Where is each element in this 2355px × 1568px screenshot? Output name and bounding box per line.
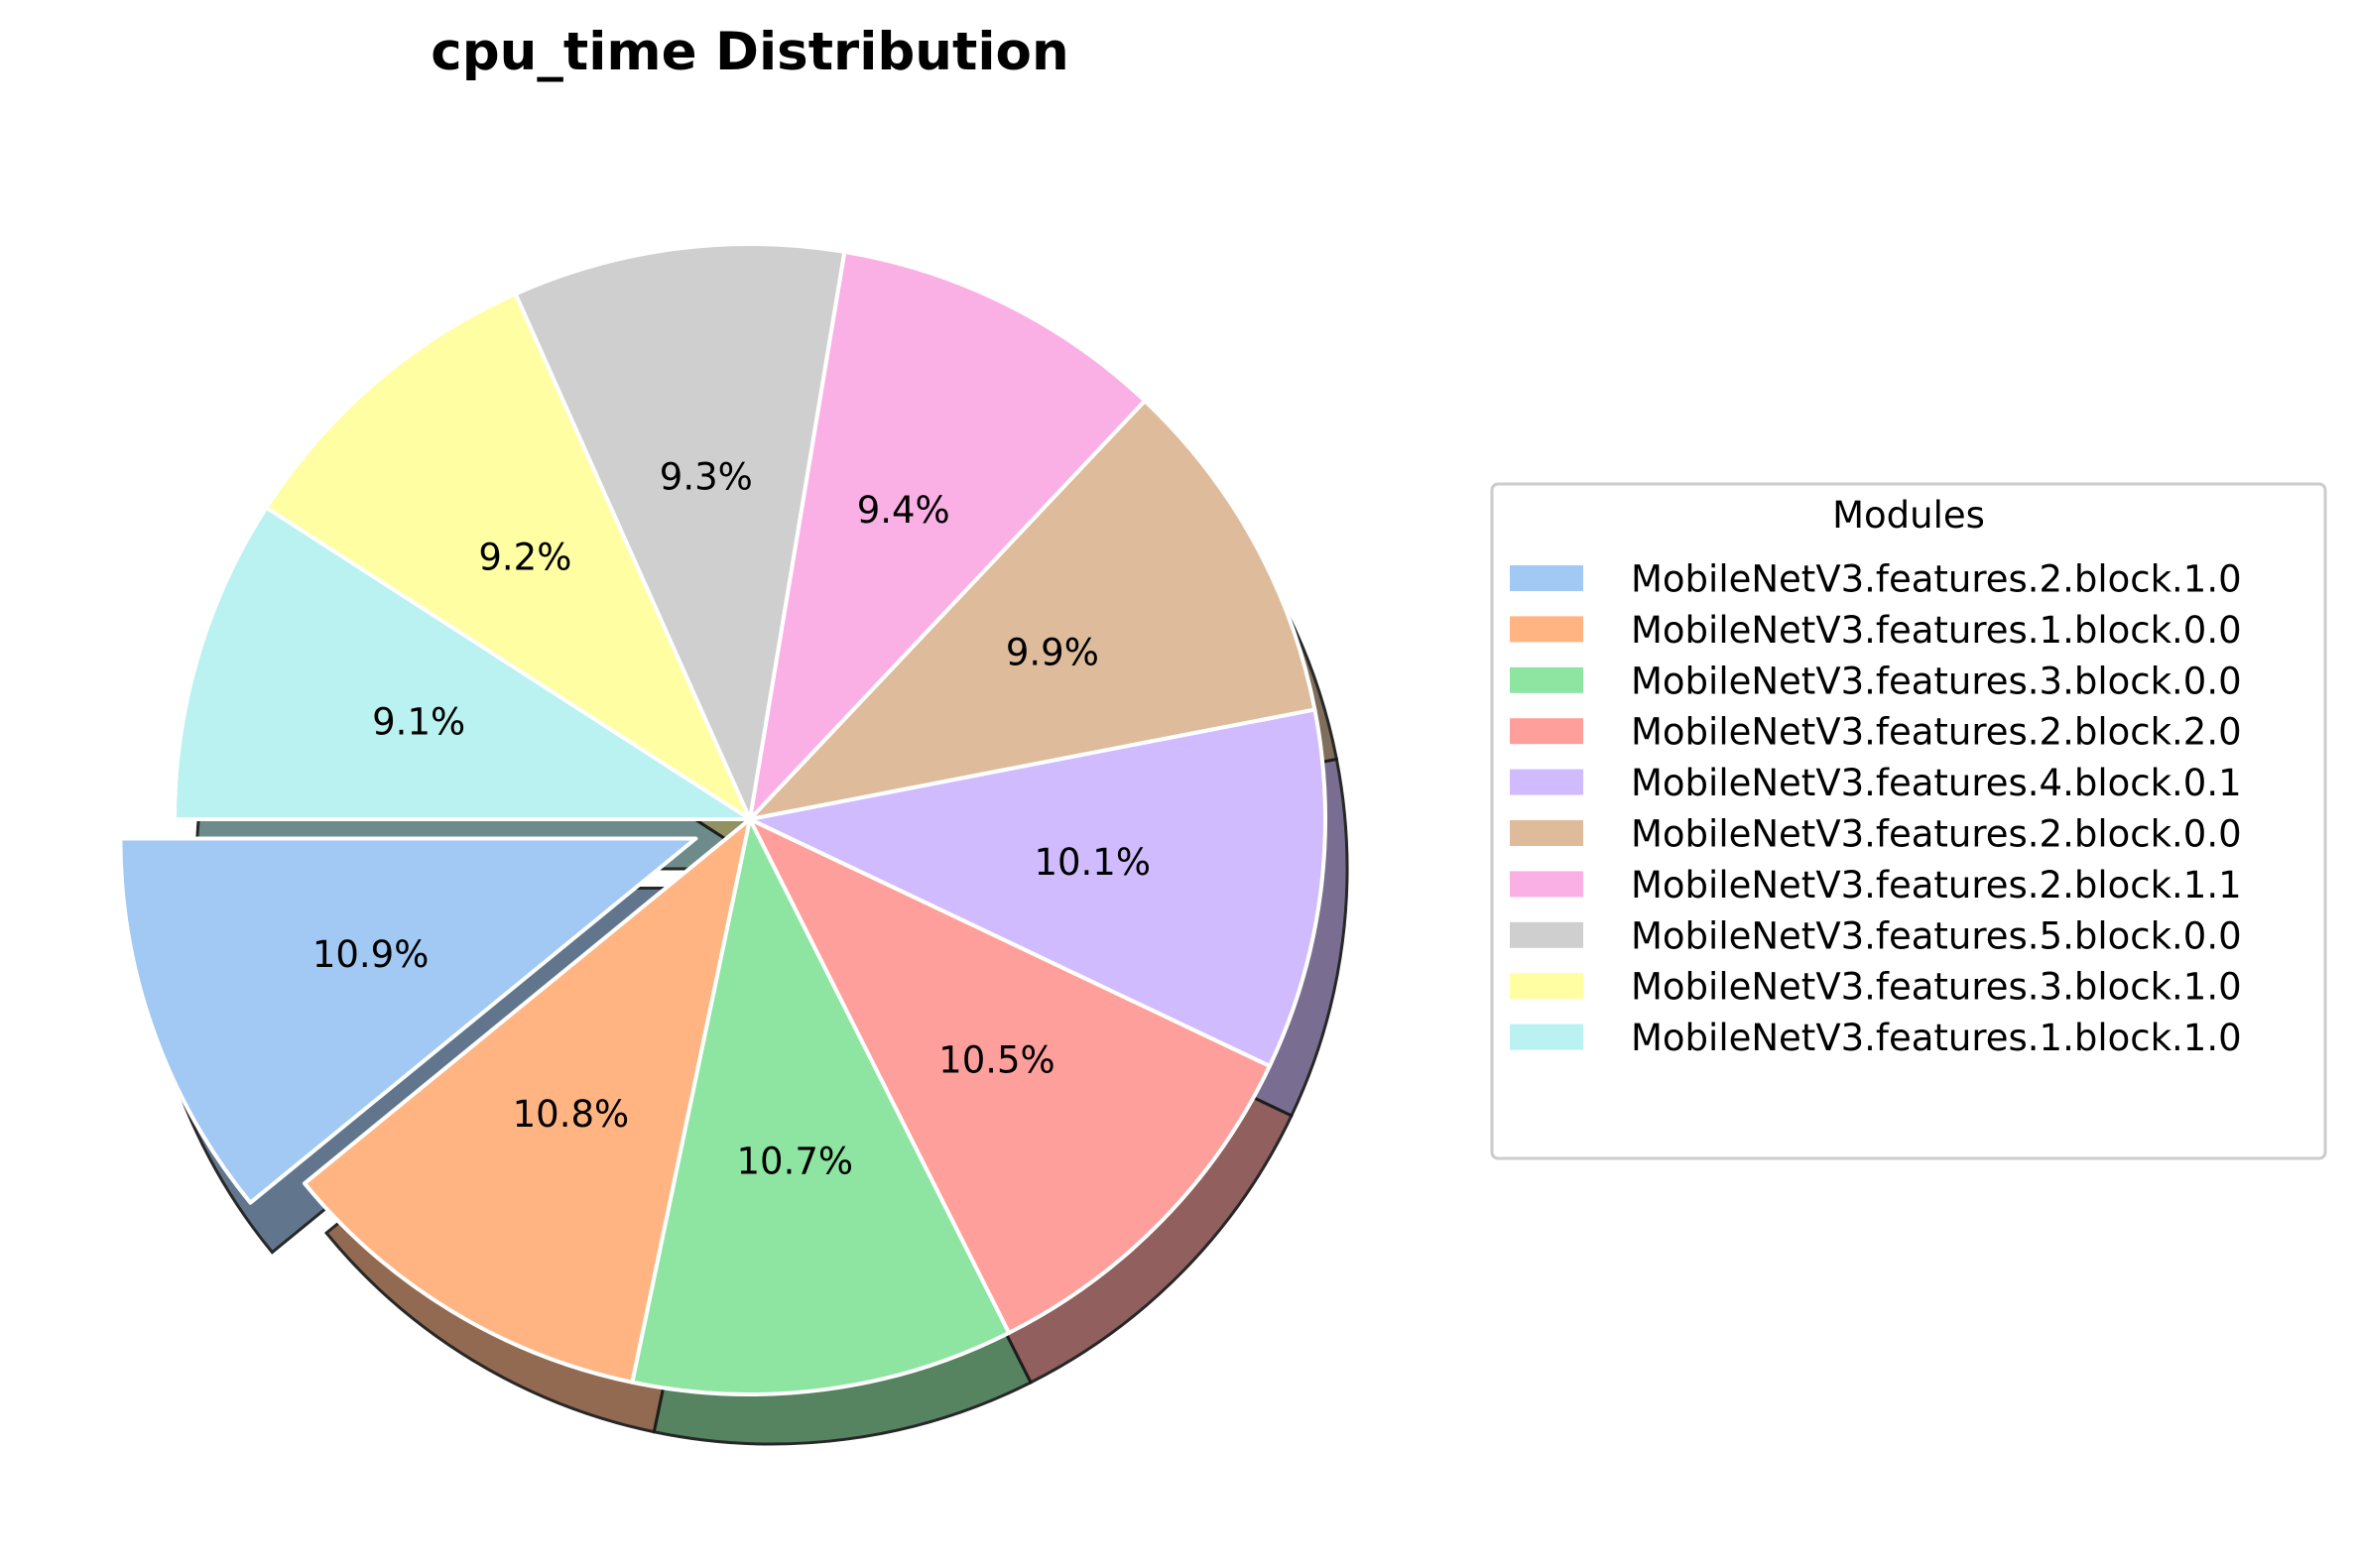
legend-entry-label: MobileNetV3.features.1.block.0.0: [1631, 609, 2242, 652]
legend-entry-label: MobileNetV3.features.2.block.0.0: [1631, 813, 2242, 856]
pie-slices: [118, 242, 1327, 1396]
pie-slice: [630, 817, 1012, 1396]
legend-title: Modules: [1832, 494, 1985, 537]
pie-slice: [264, 292, 752, 821]
slice-percent-label: 9.9%: [1006, 632, 1099, 674]
legend-swatch: [1510, 769, 1583, 795]
legend-entry-label: MobileNetV3.features.5.block.0.0: [1631, 914, 2242, 957]
pie-slice: [173, 505, 752, 821]
legend-swatch: [1510, 718, 1583, 745]
legend-entry-label: MobileNetV3.features.2.block.2.0: [1631, 711, 2242, 754]
pie-percent-labels: 10.9% 10.8% 10.7% 10.5% 10.1% 9.9% 9.4% 9.3% 9.2…: [312, 455, 1151, 1182]
legend-swatch: [1510, 921, 1583, 948]
slice-percent-label: 10.1%: [1034, 841, 1151, 884]
slice-percent-label: 10.8%: [513, 1093, 630, 1136]
legend-swatch: [1510, 616, 1583, 643]
legend-swatch: [1510, 565, 1583, 591]
legend: Modules MobileNetV3.features.2.block.1.0…: [1490, 482, 2327, 1160]
pie-slice: [513, 242, 847, 821]
slice-percent-label: 9.1%: [372, 700, 465, 743]
pie-slice: [118, 836, 698, 1205]
slice-percent-label: 10.9%: [312, 933, 430, 976]
slice-percent-label: 9.4%: [857, 489, 950, 532]
legend-swatch: [1510, 973, 1583, 1000]
pie-slice: [748, 399, 1317, 821]
slice-percent-label: 9.2%: [478, 536, 571, 578]
slice-percent-label: 10.7%: [737, 1141, 854, 1183]
legend-swatch: [1510, 1024, 1583, 1050]
legend-entry-label: MobileNetV3.features.2.block.1.0: [1631, 558, 2242, 601]
legend-entry-label: MobileNetV3.features.3.block.1.0: [1631, 966, 2242, 1009]
pie-slice: [748, 817, 1272, 1335]
slice-percent-label: 10.5%: [938, 1039, 1055, 1082]
slice-percent-label: 9.3%: [660, 455, 753, 498]
legend-frame: [1490, 482, 2327, 1160]
legend-entry-label: MobileNetV3.features.4.block.0.1: [1631, 762, 2242, 804]
legend-swatch: [1510, 820, 1583, 846]
legend-swatch: [1510, 666, 1583, 693]
legend-entry-label: MobileNetV3.features.1.block.1.0: [1631, 1017, 2242, 1059]
pie-slice: [748, 249, 1148, 821]
chart-title: cpu_time Distribution: [431, 22, 1068, 82]
legend-entry-label: MobileNetV3.features.3.block.0.0: [1631, 660, 2242, 702]
legend-items: MobileNetV3.features.2.block.1.0 MobileNe…: [1510, 558, 2242, 1059]
pie-slice: [303, 817, 752, 1385]
legend-entry-label: MobileNetV3.features.2.block.1.1: [1631, 864, 2242, 906]
pie-slice: [748, 707, 1327, 1068]
legend-swatch: [1510, 871, 1583, 898]
